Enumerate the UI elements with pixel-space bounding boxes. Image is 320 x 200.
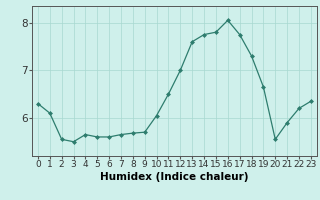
X-axis label: Humidex (Indice chaleur): Humidex (Indice chaleur) bbox=[100, 172, 249, 182]
